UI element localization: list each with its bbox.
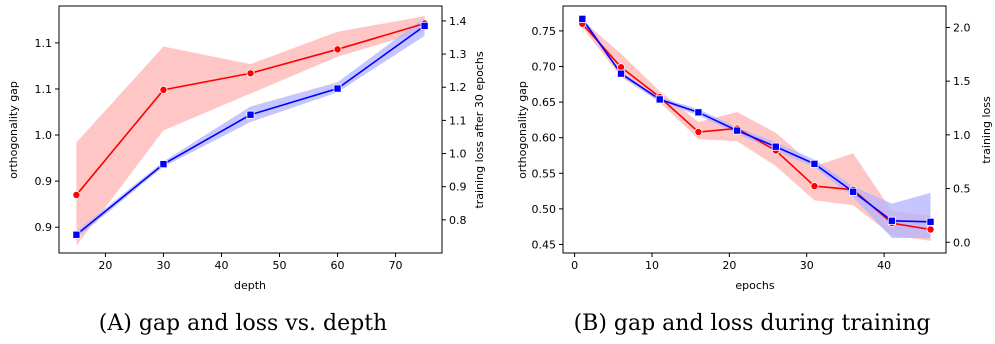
x-tick-label-b: 10 [645, 259, 659, 272]
series-line-blue-b [581, 18, 931, 223]
band-blue-b [582, 16, 931, 238]
y-tick-label-left-a: 1.1 [35, 83, 53, 96]
x-tick-label-b: 30 [800, 259, 814, 272]
point-blue-b [617, 69, 626, 78]
point-blue-b [887, 216, 896, 225]
x-axis-label-b: epochs [735, 279, 774, 292]
y-tick-label-right-a: 1.2 [449, 81, 467, 94]
y-tick-label-right-b: 0.0 [953, 236, 971, 249]
point-red-a [72, 190, 81, 199]
x-tick-label-a: 30 [156, 259, 170, 272]
y-tick-label-right-b: 1.5 [953, 75, 971, 88]
y-tick-label-left-a: 0.9 [35, 175, 53, 188]
y-tick-label-right-a: 0.8 [449, 214, 467, 227]
point-red-b [694, 127, 703, 136]
y-tick-label-right-a: 1.4 [449, 15, 467, 28]
panel-b: 0 10 20 30 40 0.45 0.50 0.55 0.60 0.65 0.70 0.75 0… [516, 5, 993, 336]
point-blue-b [578, 14, 587, 23]
y-tick-label-right-a: 1.1 [449, 114, 467, 127]
x-tick-label-b: 0 [571, 259, 578, 272]
y-axis-label-left-b: orthogonality gap [516, 81, 529, 179]
y-tick-label-left-a: 1.1 [35, 37, 53, 50]
point-red-a [246, 69, 255, 78]
y-tick-label-left-a: 1.0 [35, 129, 53, 142]
y-axis-label-right-b: training loss [980, 96, 993, 164]
plot-frame-b [562, 5, 947, 254]
x-tick-label-a: 70 [389, 259, 403, 272]
y-tick-label-right-a: 1.3 [449, 48, 467, 61]
caption-b: (B) gap and loss during training [574, 311, 931, 336]
point-blue-a [420, 21, 429, 30]
y-tick-label-left-b: 0.70 [532, 61, 557, 74]
y-tick-label-left-b: 0.60 [532, 132, 557, 145]
point-blue-b [694, 108, 703, 117]
point-blue-b [771, 142, 780, 151]
point-red-a [159, 85, 168, 94]
x-tick-label-a: 50 [273, 259, 287, 272]
point-blue-b [733, 126, 742, 135]
y-tick-label-left-b: 0.75 [532, 25, 557, 38]
x-axis-label-a: depth [234, 279, 266, 292]
y-tick-label-left-b: 0.55 [532, 167, 557, 180]
x-tick-label-b: 20 [722, 259, 736, 272]
panel-a: 20 30 40 50 60 70 0.9 0.9 1.0 1.1 1.1 0.8 0.9 1.0 1.… [7, 5, 486, 336]
plot-frame-a [58, 5, 443, 254]
point-blue-a [246, 110, 255, 119]
y-tick-label-left-b: 0.45 [532, 238, 557, 251]
y-tick-label-left-b: 0.65 [532, 96, 557, 109]
point-red-a [333, 45, 342, 54]
point-blue-b [926, 217, 935, 226]
y-tick-label-right-b: 0.5 [953, 183, 971, 196]
y-axis-label-right-a: training loss after 30 epochs [473, 51, 486, 208]
band-red-a [76, 16, 425, 246]
point-blue-b [849, 187, 858, 196]
x-tick-label-a: 60 [331, 259, 345, 272]
point-red-b [810, 182, 819, 191]
point-blue-a [159, 160, 168, 169]
point-blue-a [333, 84, 342, 93]
y-axis-label-left-a: orthogonality gap [7, 81, 20, 179]
y-tick-label-right-a: 0.9 [449, 181, 467, 194]
point-blue-b [655, 95, 664, 104]
y-tick-label-left-b: 0.50 [532, 203, 557, 216]
point-blue-b [810, 159, 819, 168]
point-blue-a [72, 230, 81, 239]
x-tick-label-a: 40 [214, 259, 228, 272]
x-tick-label-a: 20 [98, 259, 112, 272]
x-tick-label-b: 40 [877, 259, 891, 272]
y-tick-label-left-a: 0.9 [35, 221, 53, 234]
point-red-b [926, 225, 935, 234]
y-tick-label-right-b: 2.0 [953, 21, 971, 34]
y-tick-label-right-b: 1.0 [953, 129, 971, 142]
y-tick-label-right-a: 1.0 [449, 148, 467, 161]
caption-a: (A) gap and loss vs. depth [99, 311, 387, 336]
